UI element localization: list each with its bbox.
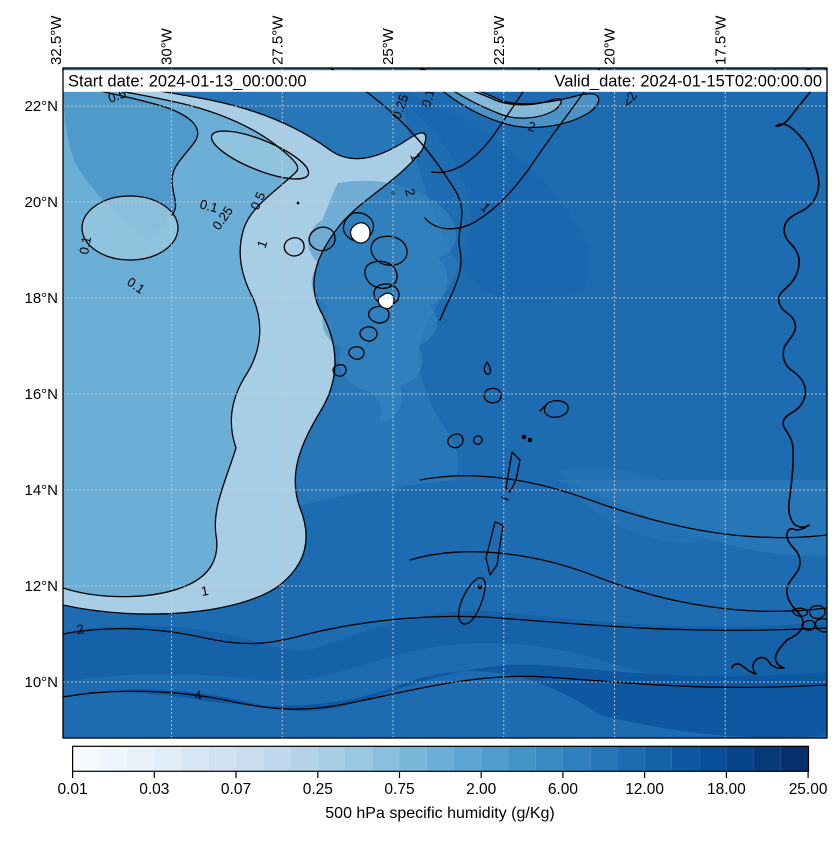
svg-text:30°W: 30°W xyxy=(159,27,176,65)
svg-text:22.5°W: 22.5°W xyxy=(491,15,508,65)
svg-text:0.1: 0.1 xyxy=(76,235,94,255)
svg-text:18.00: 18.00 xyxy=(707,781,746,798)
svg-text:0.03: 0.03 xyxy=(139,781,169,798)
svg-text:14°N: 14°N xyxy=(24,482,58,499)
svg-text:6.00: 6.00 xyxy=(548,781,579,798)
svg-text:25.00: 25.00 xyxy=(789,781,828,798)
svg-text:16°N: 16°N xyxy=(24,386,58,403)
svg-text:Valid_date: 2024-01-15T02:00:0: Valid_date: 2024-01-15T02:00:00.00 xyxy=(554,73,822,91)
svg-text:20°W: 20°W xyxy=(602,27,619,65)
svg-text:18°N: 18°N xyxy=(24,290,58,307)
svg-text:2: 2 xyxy=(76,621,85,637)
svg-text:0.01: 0.01 xyxy=(58,781,88,798)
svg-text:12.00: 12.00 xyxy=(625,781,664,798)
svg-text:2.00: 2.00 xyxy=(466,781,497,798)
svg-text:0.75: 0.75 xyxy=(384,781,414,798)
svg-text:500 hPa specific humidity (g/K: 500 hPa specific humidity (g/Kg) xyxy=(325,805,554,822)
svg-text:27.5°W: 27.5°W xyxy=(269,15,286,65)
svg-text:17.5°W: 17.5°W xyxy=(712,15,729,65)
svg-text:12°N: 12°N xyxy=(24,578,58,595)
svg-text:10°N: 10°N xyxy=(24,674,58,691)
svg-text:25°W: 25°W xyxy=(380,27,397,65)
svg-text:22°N: 22°N xyxy=(24,98,58,115)
svg-text:20°N: 20°N xyxy=(24,194,58,211)
svg-text:4: 4 xyxy=(194,687,203,703)
svg-text:0.25: 0.25 xyxy=(303,781,333,798)
svg-text:0.07: 0.07 xyxy=(221,781,251,798)
svg-text:Start date: 2024-01-13_00:00:0: Start date: 2024-01-13_00:00:00 xyxy=(68,73,307,91)
svg-text:32.5°W: 32.5°W xyxy=(48,15,65,65)
